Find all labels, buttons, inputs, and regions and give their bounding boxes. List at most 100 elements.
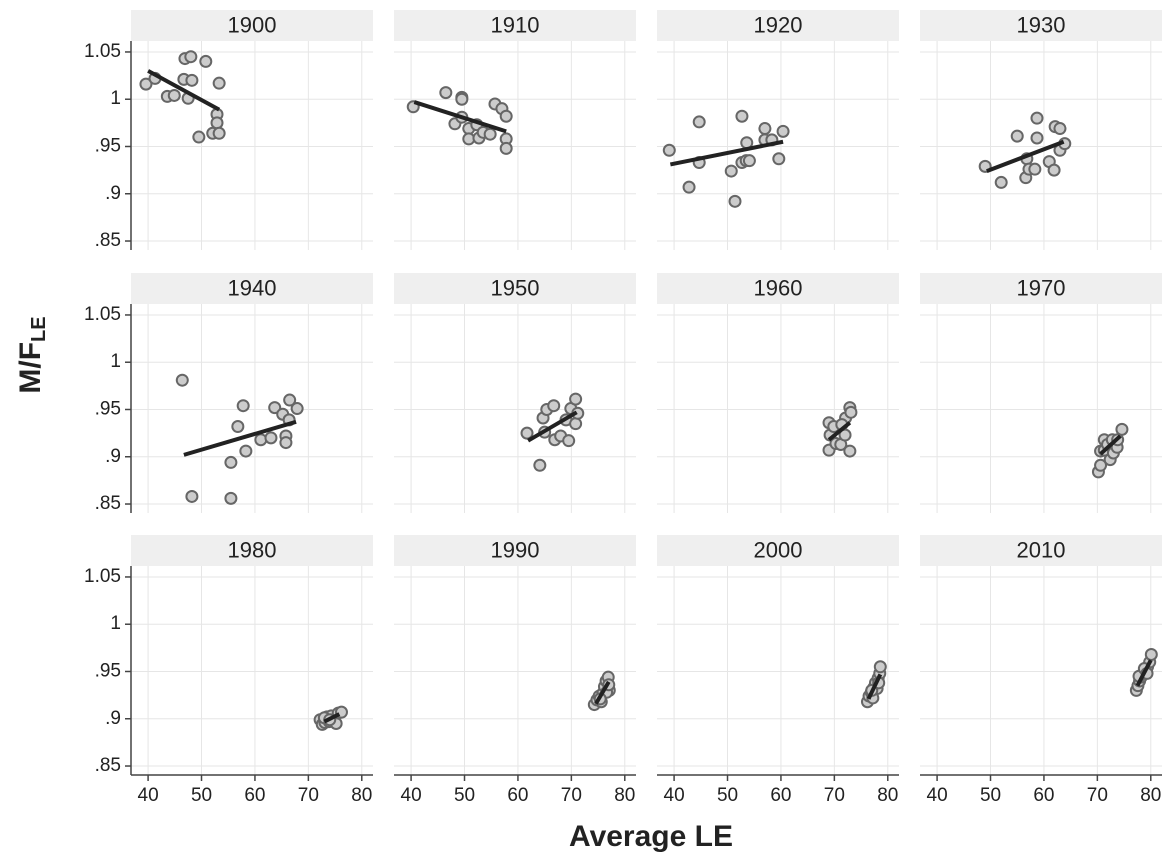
trend-line [827, 421, 852, 442]
point [264, 431, 278, 445]
y-tick-label: .85 [95, 493, 121, 514]
y-axis-title-main: M/F [14, 342, 47, 394]
trend-line [413, 100, 507, 134]
point [682, 180, 696, 194]
y-tick-label: 1.05 [84, 304, 121, 325]
point [185, 489, 199, 503]
point [231, 420, 245, 434]
trend-line [147, 69, 221, 112]
trend-line [183, 419, 297, 457]
trend-line [866, 673, 883, 700]
point [212, 126, 226, 140]
panel-title: 1930 [1017, 12, 1066, 37]
y-tick-label: .95 [95, 136, 121, 157]
y-tick-label: .95 [95, 661, 121, 682]
point [185, 73, 199, 87]
trend-line [986, 139, 1065, 173]
y-tick-label: 1 [110, 88, 121, 109]
point [569, 417, 583, 431]
point [742, 154, 756, 168]
strip [131, 535, 373, 566]
x-tick-label: 40 [664, 785, 685, 806]
y-tick-label: 1.05 [84, 566, 121, 587]
y-tick-label: .85 [95, 755, 121, 776]
point [254, 433, 268, 447]
panel-title: 1920 [754, 12, 803, 37]
strip [657, 535, 899, 566]
strip [657, 273, 899, 304]
x-tick-label: 70 [298, 785, 319, 806]
point [569, 392, 583, 406]
x-tick-label: 60 [770, 785, 791, 806]
point [844, 405, 858, 419]
y-tick-label: .9 [105, 183, 121, 204]
point [268, 401, 282, 415]
point [562, 434, 576, 448]
point [167, 88, 181, 102]
point [1047, 163, 1061, 177]
point [184, 50, 198, 64]
point [199, 54, 213, 68]
point [239, 444, 253, 458]
point [283, 393, 297, 407]
y-tick-label: .9 [105, 446, 121, 467]
point [728, 194, 742, 208]
x-tick-label: 70 [1087, 785, 1108, 806]
point [1010, 129, 1024, 143]
x-tick-label: 80 [351, 785, 372, 806]
strip [920, 535, 1162, 566]
panel-title: 1960 [754, 275, 803, 300]
y-tick-label: 1.05 [84, 41, 121, 62]
trend-line [527, 410, 578, 443]
panel-title: 1950 [491, 275, 540, 300]
x-tick-label: 50 [717, 785, 738, 806]
point [1094, 458, 1108, 472]
point [772, 152, 786, 166]
point [212, 76, 226, 90]
point [1028, 162, 1042, 176]
point [499, 109, 513, 123]
point [1115, 422, 1129, 436]
panel-title: 1970 [1017, 275, 1066, 300]
point [724, 164, 738, 178]
x-tick-label: 50 [191, 785, 212, 806]
y-tick-label: 1 [110, 613, 121, 634]
strip [394, 535, 636, 566]
trend-line [1099, 434, 1122, 456]
point [547, 399, 561, 413]
point [735, 109, 749, 123]
trend-line [323, 712, 341, 724]
point [192, 130, 206, 144]
point [1053, 122, 1067, 136]
strip [394, 273, 636, 304]
x-tick-label: 50 [980, 785, 1001, 806]
point [175, 373, 189, 387]
point [439, 86, 453, 100]
point [279, 436, 293, 450]
y-axis-title-sub: LE [28, 316, 50, 342]
point [843, 444, 857, 458]
x-tick-label: 80 [877, 785, 898, 806]
point [139, 77, 153, 91]
x-tick-label: 40 [138, 785, 159, 806]
point [758, 122, 772, 136]
x-tick-label: 60 [507, 785, 528, 806]
point [455, 92, 469, 106]
point [520, 426, 534, 440]
point [1030, 131, 1044, 145]
strip [394, 10, 636, 41]
x-tick-label: 70 [824, 785, 845, 806]
point [1144, 647, 1158, 661]
panel-title: 1990 [491, 537, 540, 562]
panel-title: 1900 [228, 12, 277, 37]
strip [657, 10, 899, 41]
x-tick-label: 40 [401, 785, 422, 806]
point [499, 141, 513, 155]
panel-title: 1910 [491, 12, 540, 37]
trend-line [594, 680, 611, 705]
y-tick-label: .85 [95, 230, 121, 251]
point [776, 124, 790, 138]
x-tick-label: 80 [1140, 785, 1161, 806]
strip [920, 10, 1162, 41]
